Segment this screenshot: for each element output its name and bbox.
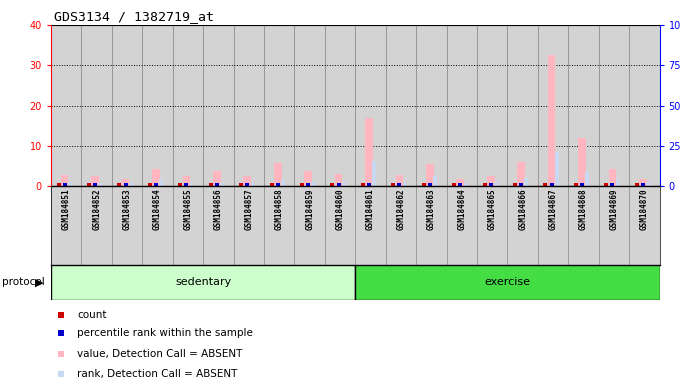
- Bar: [325, 25, 355, 186]
- Text: GSM184853: GSM184853: [122, 189, 131, 230]
- Text: protocol: protocol: [2, 277, 45, 287]
- Text: GSM184867: GSM184867: [549, 189, 558, 230]
- Bar: [91, 176, 99, 186]
- Bar: [251, 182, 254, 186]
- Bar: [373, 161, 376, 186]
- Bar: [190, 182, 193, 186]
- Text: GSM184869: GSM184869: [609, 189, 618, 230]
- Text: GSM184856: GSM184856: [214, 189, 223, 230]
- Text: GSM184865: GSM184865: [488, 189, 496, 230]
- Bar: [173, 25, 203, 186]
- Bar: [142, 25, 173, 186]
- Text: rank, Detection Call = ABSENT: rank, Detection Call = ABSENT: [77, 369, 237, 379]
- Bar: [456, 179, 464, 186]
- Bar: [599, 25, 629, 186]
- Bar: [281, 180, 285, 186]
- Bar: [477, 25, 507, 186]
- Bar: [305, 171, 312, 186]
- Bar: [568, 25, 598, 186]
- Text: GSM184870: GSM184870: [640, 189, 649, 230]
- Text: count: count: [77, 310, 106, 320]
- Text: GSM184864: GSM184864: [458, 189, 466, 230]
- Bar: [487, 176, 494, 186]
- Text: GSM184863: GSM184863: [427, 189, 436, 230]
- Text: GSM184862: GSM184862: [396, 189, 405, 230]
- Text: GSM184866: GSM184866: [518, 189, 527, 230]
- Bar: [447, 25, 477, 186]
- Bar: [355, 265, 660, 300]
- Bar: [629, 25, 660, 186]
- Bar: [342, 182, 345, 186]
- Bar: [507, 25, 538, 186]
- Text: GSM184868: GSM184868: [579, 189, 588, 230]
- Text: GSM184860: GSM184860: [336, 189, 345, 230]
- Bar: [494, 182, 498, 186]
- Bar: [555, 152, 558, 186]
- Text: sedentary: sedentary: [175, 277, 231, 287]
- Bar: [396, 175, 403, 186]
- Bar: [68, 182, 71, 186]
- Text: GSM184858: GSM184858: [275, 189, 284, 230]
- Text: ▶: ▶: [35, 277, 44, 287]
- Bar: [51, 265, 355, 300]
- Text: exercise: exercise: [484, 277, 530, 287]
- Bar: [234, 25, 264, 186]
- Bar: [426, 164, 434, 186]
- Text: GSM184852: GSM184852: [92, 189, 101, 230]
- Bar: [386, 25, 416, 186]
- Bar: [416, 25, 447, 186]
- Bar: [112, 25, 142, 186]
- Bar: [646, 182, 650, 186]
- Bar: [639, 179, 647, 186]
- Bar: [51, 25, 82, 186]
- Bar: [264, 25, 294, 186]
- Bar: [335, 174, 342, 186]
- Bar: [365, 118, 373, 186]
- Bar: [311, 182, 315, 186]
- Bar: [152, 169, 160, 186]
- Bar: [213, 171, 220, 186]
- Bar: [274, 163, 282, 186]
- Text: GSM184855: GSM184855: [184, 189, 192, 230]
- Text: GSM184857: GSM184857: [244, 189, 253, 230]
- Bar: [294, 25, 325, 186]
- Bar: [82, 25, 112, 186]
- Bar: [99, 183, 102, 186]
- Text: GSM184854: GSM184854: [153, 189, 162, 230]
- Bar: [464, 183, 467, 186]
- Bar: [61, 175, 69, 186]
- Text: GSM184851: GSM184851: [62, 189, 71, 230]
- Bar: [433, 176, 437, 186]
- Bar: [356, 25, 386, 186]
- Bar: [538, 25, 568, 186]
- Bar: [220, 183, 224, 186]
- Bar: [578, 138, 585, 186]
- Bar: [517, 162, 525, 186]
- Bar: [183, 176, 190, 186]
- Bar: [548, 55, 556, 186]
- Text: GDS3134 / 1382719_at: GDS3134 / 1382719_at: [54, 10, 214, 23]
- Bar: [609, 169, 616, 186]
- Text: value, Detection Call = ABSENT: value, Detection Call = ABSENT: [77, 349, 242, 359]
- Bar: [403, 182, 407, 186]
- Bar: [159, 179, 163, 186]
- Bar: [203, 25, 234, 186]
- Bar: [122, 179, 129, 186]
- Text: percentile rank within the sample: percentile rank within the sample: [77, 328, 253, 338]
- Text: GSM184861: GSM184861: [366, 189, 375, 230]
- Bar: [129, 183, 133, 186]
- Bar: [585, 172, 589, 186]
- Text: GSM184859: GSM184859: [305, 189, 314, 230]
- Bar: [524, 178, 528, 186]
- Bar: [243, 176, 251, 186]
- Bar: [616, 179, 619, 186]
